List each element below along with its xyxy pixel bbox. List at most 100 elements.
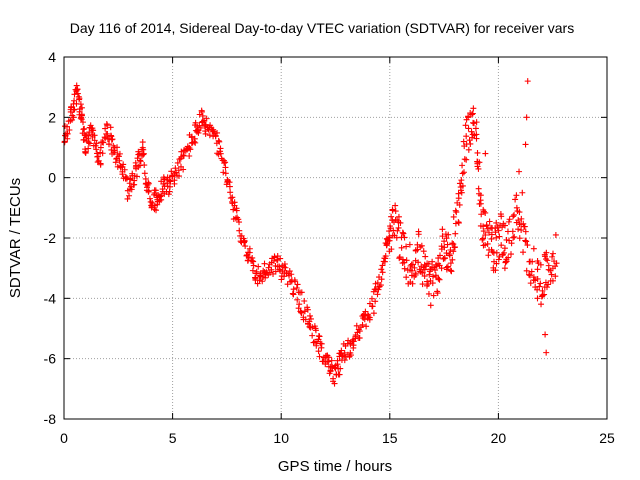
data-point [97, 144, 104, 151]
data-point [395, 224, 402, 231]
data-point [75, 93, 82, 100]
data-point [465, 125, 472, 132]
data-point [386, 237, 393, 244]
data-point [473, 119, 480, 126]
data-point [236, 219, 243, 226]
data-point [549, 253, 556, 260]
data-point [95, 153, 102, 160]
data-point [425, 281, 432, 288]
data-point [272, 268, 279, 275]
data-point [524, 78, 531, 85]
data-point [180, 152, 187, 159]
data-point [458, 189, 465, 196]
data-point [450, 241, 457, 248]
data-point [82, 150, 89, 157]
data-point [395, 213, 402, 220]
data-point [93, 140, 100, 147]
data-point [158, 192, 165, 199]
data-point [131, 181, 138, 188]
data-point [479, 236, 486, 243]
data-point [543, 284, 550, 291]
data-point [456, 201, 463, 208]
data-point [396, 254, 403, 261]
data-point [476, 159, 483, 166]
data-point [94, 150, 101, 157]
data-point [85, 145, 92, 152]
data-point [439, 233, 446, 240]
data-point [94, 159, 101, 166]
data-point [529, 258, 536, 265]
data-point [180, 166, 187, 173]
data-point [544, 257, 551, 264]
data-point [372, 298, 379, 305]
data-point [522, 141, 529, 148]
data-point [396, 255, 403, 262]
y-tick-label: -6 [44, 351, 57, 367]
data-point [452, 207, 459, 214]
data-point [210, 128, 217, 135]
data-point [433, 263, 440, 270]
data-point [524, 242, 531, 249]
data-point [294, 281, 301, 288]
data-point [477, 192, 484, 199]
data-point [388, 246, 395, 253]
data-point [419, 281, 426, 288]
data-point [310, 339, 317, 346]
data-point [409, 261, 416, 268]
data-point [191, 138, 198, 145]
data-point [441, 255, 448, 262]
data-point [511, 211, 518, 218]
data-point [186, 153, 193, 160]
data-point [382, 255, 389, 262]
data-point [534, 295, 541, 302]
data-point [480, 235, 487, 242]
data-point [472, 125, 479, 132]
data-point [446, 252, 453, 259]
data-point [480, 228, 487, 235]
y-tick-label: -8 [44, 411, 57, 427]
data-point [441, 238, 448, 245]
data-point [246, 249, 253, 256]
data-point [432, 272, 439, 279]
data-point [90, 127, 97, 134]
data-point [298, 289, 305, 296]
data-point [281, 261, 288, 268]
data-point [482, 150, 489, 157]
data-point [304, 306, 311, 313]
data-point [259, 278, 266, 285]
data-point [290, 291, 297, 298]
data-point [501, 222, 508, 229]
data-point [139, 139, 146, 146]
data-point [420, 248, 427, 255]
data-point [192, 119, 199, 126]
data-point [307, 315, 314, 322]
data-point [157, 193, 164, 200]
data-point [220, 169, 227, 176]
data-point [253, 268, 260, 275]
data-point [107, 132, 114, 139]
data-point [316, 353, 323, 360]
x-tick-label: 20 [491, 430, 507, 446]
data-point [425, 260, 432, 267]
data-point [207, 122, 214, 129]
data-point [286, 268, 293, 275]
data-point [537, 280, 544, 287]
data-point [128, 186, 135, 193]
data-point [202, 128, 209, 135]
data-point [492, 225, 499, 232]
data-point [515, 217, 522, 224]
data-point [489, 248, 496, 255]
data-point [222, 164, 229, 171]
data-point [541, 291, 548, 298]
data-point [370, 310, 377, 317]
data-point [482, 232, 489, 239]
data-point [361, 316, 368, 323]
data-point [312, 327, 319, 334]
data-point [427, 302, 434, 309]
data-point [459, 162, 466, 169]
data-point [516, 235, 523, 242]
data-point [350, 338, 357, 345]
data-point [415, 259, 422, 266]
data-point [406, 241, 413, 248]
data-point [469, 110, 476, 117]
